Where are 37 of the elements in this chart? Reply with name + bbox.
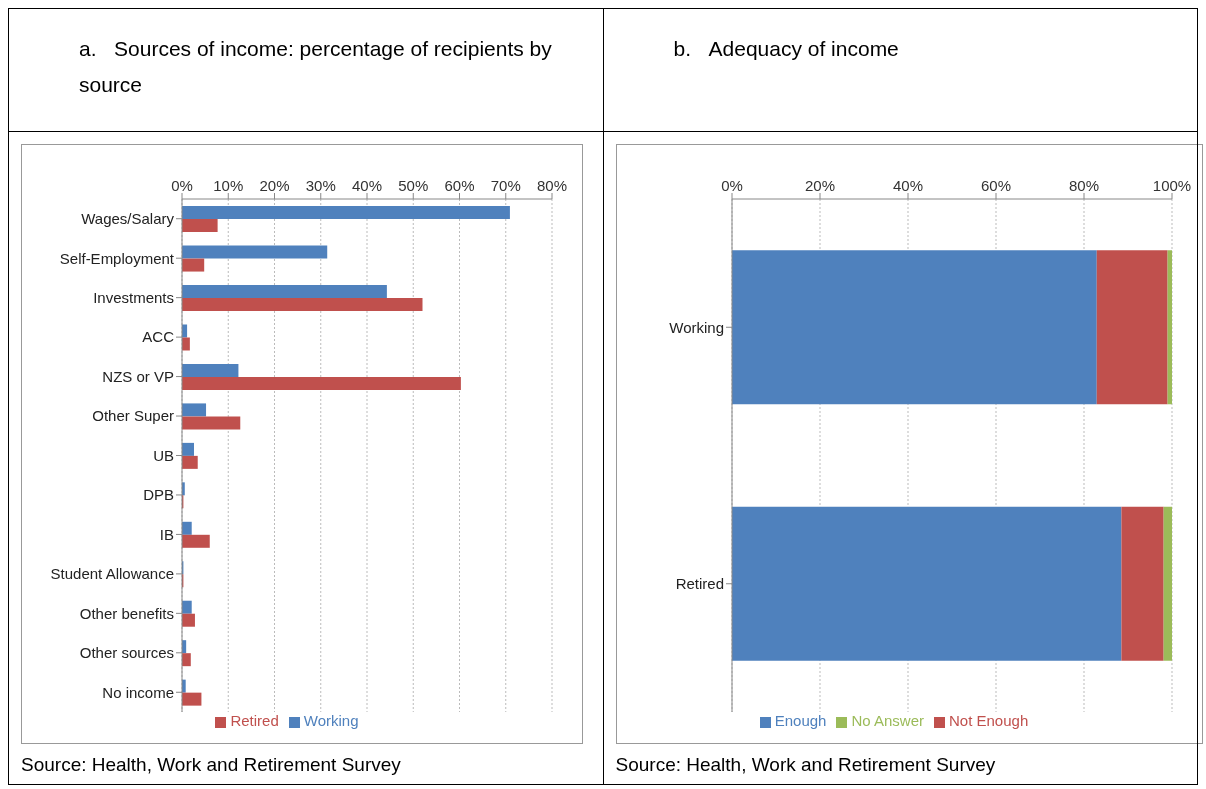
y-tick-label: IB xyxy=(159,525,174,543)
x-tick-label: 0% xyxy=(171,177,193,194)
y-tick-label: UB xyxy=(153,446,174,464)
x-tick-label: 100% xyxy=(1152,177,1191,194)
x-tick-label: 20% xyxy=(259,177,290,194)
legend-label: Working xyxy=(303,712,359,729)
x-tick-label: 20% xyxy=(804,177,835,194)
legend-label: Enough xyxy=(774,712,827,729)
y-tick-label: NZS or VP xyxy=(102,367,174,385)
chart-title: b. Adequacy of income xyxy=(673,37,899,60)
y-tick-label: Student Allowance xyxy=(50,565,174,583)
y-tick-label: No income xyxy=(102,683,174,701)
x-tick-label: 70% xyxy=(490,177,521,194)
y-tick-label: Investments xyxy=(93,288,174,306)
legend-label: No Answer xyxy=(851,712,925,729)
x-tick-label: 80% xyxy=(1068,177,1099,194)
x-tick-label: 60% xyxy=(980,177,1011,194)
legend-label: Not Enough xyxy=(949,712,1029,729)
chart-title: a. Sources of income: percentage of recipients by source xyxy=(79,37,552,96)
x-tick-label: 0% xyxy=(720,177,743,194)
x-tick-label: 60% xyxy=(444,177,475,194)
y-tick-label: Other benefits xyxy=(79,604,174,622)
source-note: Source: Health, Work and Retirement Survey xyxy=(21,754,402,776)
y-tick-label: Other Super xyxy=(92,407,174,425)
y-tick-label: Other sources xyxy=(79,644,174,662)
y-tick-label: DPB xyxy=(143,486,174,504)
x-tick-label: 40% xyxy=(892,177,923,194)
y-tick-label: ACC xyxy=(142,328,175,346)
x-tick-label: 50% xyxy=(398,177,429,194)
y-tick-label: Wages/Salary xyxy=(81,210,175,228)
source-note: Source: Health, Work and Retirement Survey xyxy=(615,754,997,776)
x-tick-label: 30% xyxy=(305,177,336,194)
x-tick-label: 10% xyxy=(213,177,244,194)
legend-label: Retired xyxy=(230,712,279,729)
x-tick-label: 80% xyxy=(536,177,568,194)
y-tick-label: Self-Employment xyxy=(59,249,175,267)
x-tick-label: 40% xyxy=(351,177,383,194)
